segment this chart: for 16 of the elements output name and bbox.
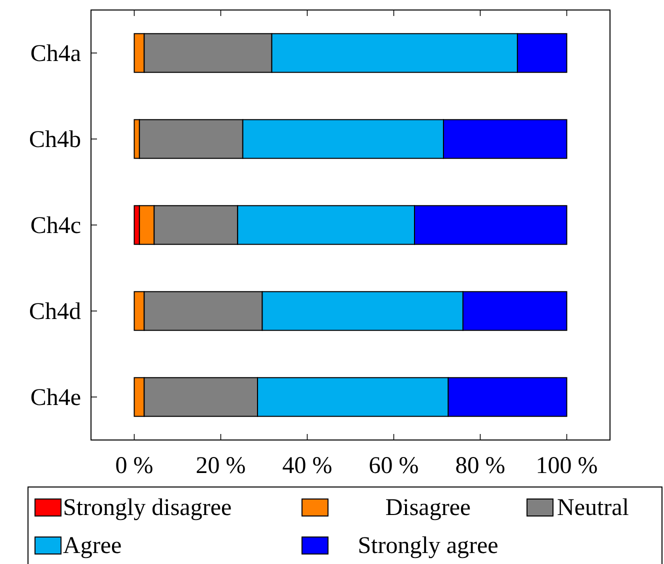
legend-label: Strongly agree	[358, 533, 498, 559]
x-tick-label: 100 %	[536, 453, 598, 479]
x-tick-label: 40 %	[282, 453, 332, 479]
y-tick-label: Ch4c	[30, 213, 81, 239]
x-tick-label: 20 %	[196, 453, 246, 479]
y-tick-label: Ch4a	[30, 41, 82, 67]
legend-label: Agree	[63, 533, 122, 559]
y-tick-label: Ch4e	[30, 385, 81, 411]
y-tick-label: Ch4d	[28, 299, 81, 325]
legend-label: Strongly disagree	[63, 495, 232, 521]
y-tick-label: Ch4b	[28, 127, 81, 153]
legend-label: Neutral	[557, 495, 630, 521]
x-tick-label: 0 %	[115, 453, 154, 479]
x-tick-label: 80 %	[455, 453, 506, 479]
legend-label: Disagree	[385, 495, 471, 521]
x-tick-label: 60 %	[368, 453, 419, 479]
